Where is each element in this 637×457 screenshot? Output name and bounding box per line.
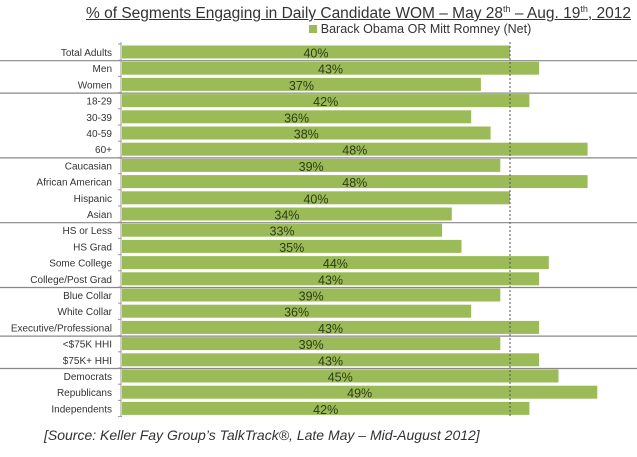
- data-label: 43%: [318, 322, 343, 336]
- data-label: 43%: [318, 63, 343, 77]
- bar-chart: Total Adults 40% Men 43% Women 37% 18-29 42% 30-…: [0, 42, 637, 418]
- bar: [122, 110, 472, 124]
- bar: [122, 77, 481, 91]
- bar: [122, 223, 443, 237]
- data-label: 48%: [342, 176, 367, 190]
- bar: [122, 304, 472, 318]
- category-label: Blue Collar: [63, 291, 113, 302]
- bar: [122, 337, 501, 351]
- category-label: 60+: [95, 145, 112, 156]
- bar: [122, 207, 452, 221]
- bar: [122, 369, 559, 383]
- bar: [122, 45, 510, 59]
- legend-label: Barack Obama OR Mitt Romney (Net): [320, 22, 532, 36]
- category-label: Democrats: [64, 372, 112, 383]
- legend: Barack Obama OR Mitt Romney (Net): [220, 22, 620, 36]
- category-label: Asian: [87, 210, 112, 221]
- bar: [122, 158, 501, 172]
- data-label: 34%: [274, 209, 299, 223]
- category-label: Independents: [51, 404, 112, 415]
- category-label: HS or Less: [63, 226, 112, 237]
- data-label: 37%: [289, 79, 314, 93]
- chart-title: % of Segments Engaging in Daily Candidat…: [86, 4, 631, 23]
- bar: [122, 272, 540, 286]
- category-label: 30-39: [86, 113, 112, 124]
- data-label: 44%: [323, 257, 348, 271]
- data-label: 43%: [318, 354, 343, 368]
- bar: [122, 126, 491, 140]
- data-label: 48%: [342, 144, 367, 158]
- bar: [122, 61, 540, 75]
- category-label: African American: [36, 178, 112, 189]
- category-label: Women: [78, 80, 112, 91]
- data-label: 36%: [284, 111, 309, 125]
- bar: [122, 385, 598, 399]
- category-label: Executive/Professional: [11, 323, 112, 334]
- category-label: <$75K HHI: [63, 340, 112, 351]
- category-label: 40-59: [86, 129, 112, 140]
- source-note: [Source: Keller Fay Group’s TalkTrack®, …: [44, 427, 480, 443]
- data-label: 40%: [303, 192, 328, 206]
- legend-swatch: [308, 25, 317, 33]
- category-label: Men: [93, 64, 112, 75]
- bar: [122, 401, 530, 415]
- bar: [122, 256, 549, 270]
- category-label: 18-29: [86, 97, 112, 108]
- bar: [122, 320, 540, 334]
- category-label: HS Grad: [73, 242, 112, 253]
- data-label: 43%: [318, 273, 343, 287]
- category-label: Caucasian: [65, 161, 112, 172]
- bar: [122, 175, 588, 189]
- data-label: 45%: [328, 371, 353, 385]
- category-label: Hispanic: [74, 194, 112, 205]
- data-label: 40%: [303, 47, 328, 61]
- data-label: 36%: [284, 306, 309, 320]
- data-label: 49%: [347, 387, 372, 401]
- bar: [122, 288, 501, 302]
- bar: [122, 94, 530, 108]
- data-label: 39%: [299, 290, 324, 304]
- bar: [122, 142, 588, 156]
- category-label: Some College: [49, 259, 112, 270]
- bar: [122, 239, 462, 253]
- data-label: 38%: [294, 128, 319, 142]
- bar: [122, 191, 510, 205]
- data-label: 42%: [313, 95, 338, 109]
- category-label: College/Post Grad: [30, 275, 112, 286]
- data-label: 42%: [313, 403, 338, 417]
- data-label: 33%: [270, 225, 295, 239]
- data-label: 39%: [299, 338, 324, 352]
- data-label: 35%: [279, 241, 304, 255]
- bar: [122, 353, 540, 367]
- category-label: Republicans: [57, 388, 112, 399]
- category-label: $75K+ HHI: [63, 356, 112, 367]
- data-label: 39%: [299, 160, 324, 174]
- category-label: Total Adults: [61, 48, 112, 59]
- category-label: White Collar: [58, 307, 113, 318]
